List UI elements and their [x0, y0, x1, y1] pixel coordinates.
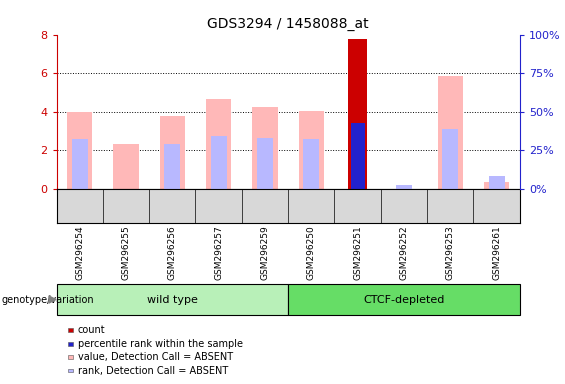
- Bar: [257, 137, 273, 189]
- Bar: [206, 99, 232, 189]
- Bar: [396, 185, 412, 189]
- Bar: [72, 139, 88, 189]
- Text: wild type: wild type: [147, 295, 198, 305]
- Bar: [489, 176, 505, 189]
- Text: CTCF-depleted: CTCF-depleted: [363, 295, 445, 305]
- Text: rank, Detection Call = ABSENT: rank, Detection Call = ABSENT: [78, 366, 228, 376]
- Bar: [159, 116, 185, 189]
- Text: count: count: [78, 325, 106, 335]
- Bar: [437, 76, 463, 189]
- Bar: [303, 139, 319, 189]
- Bar: [113, 144, 139, 189]
- Bar: [164, 144, 180, 189]
- Bar: [484, 182, 510, 189]
- Bar: [211, 136, 227, 189]
- Bar: [442, 129, 458, 189]
- Text: genotype/variation: genotype/variation: [1, 295, 94, 305]
- Bar: [67, 111, 93, 189]
- Bar: [348, 40, 367, 189]
- Title: GDS3294 / 1458088_at: GDS3294 / 1458088_at: [207, 17, 369, 31]
- Text: percentile rank within the sample: percentile rank within the sample: [78, 339, 243, 349]
- Bar: [351, 123, 364, 189]
- Bar: [252, 107, 278, 189]
- Bar: [298, 111, 324, 189]
- Text: value, Detection Call = ABSENT: value, Detection Call = ABSENT: [78, 352, 233, 362]
